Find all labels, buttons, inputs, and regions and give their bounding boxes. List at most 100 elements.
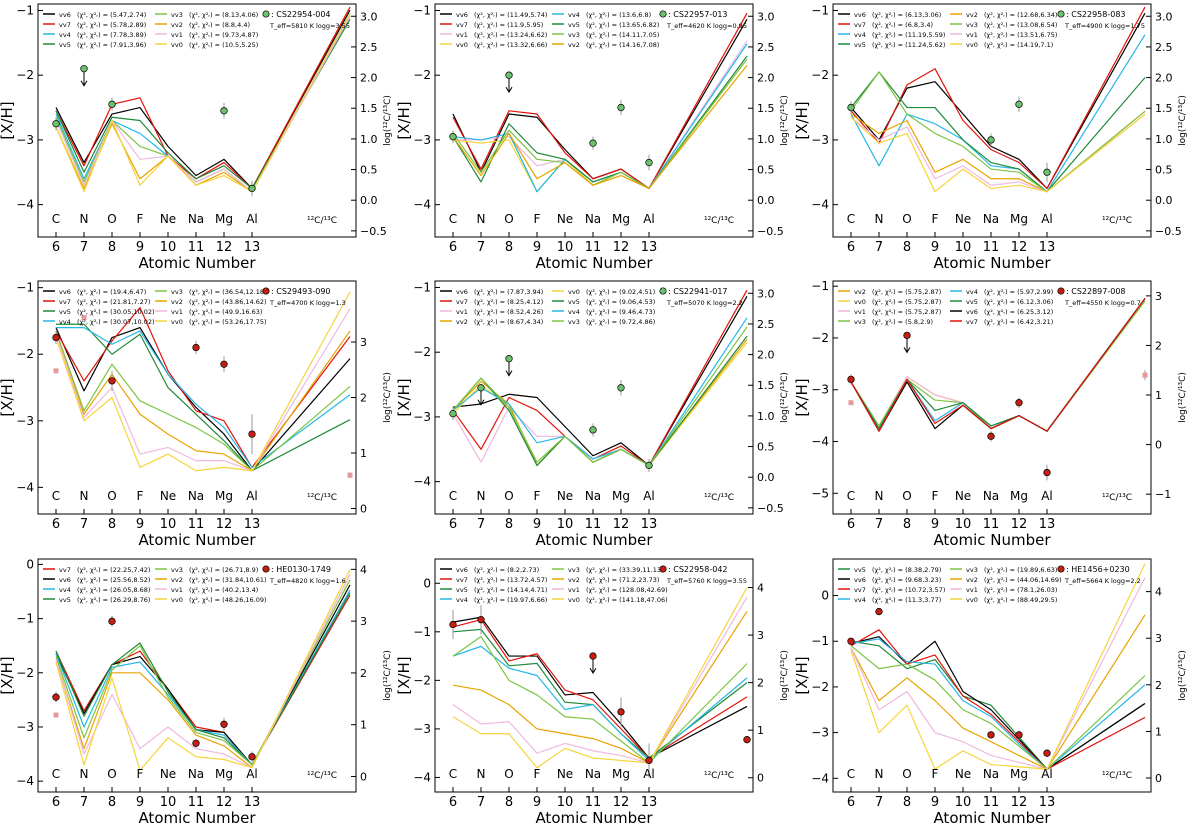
- y-axis-label: [X/H]: [395, 101, 413, 139]
- y-right-tick-label: 1: [360, 719, 367, 732]
- star-logg: logg=0.7: [1111, 299, 1141, 307]
- y-right-tick-label: 1.0: [360, 133, 378, 146]
- legend-chi-vv6: (χ², χ²ᵣ) = (9.68,3.23): [872, 576, 941, 584]
- legend-name-vv1: vv1: [456, 31, 468, 39]
- x-tick-label: 6: [52, 795, 60, 810]
- y-right-tick-label: 1.0: [757, 410, 775, 423]
- element-label: Al: [1041, 212, 1053, 226]
- y-tick-label: −3: [413, 133, 431, 147]
- legend-name-vv4: vv4: [456, 596, 468, 604]
- element-label: F: [932, 212, 939, 226]
- y-tick-label: −3: [811, 726, 829, 740]
- element-label: F: [932, 767, 939, 781]
- y-right-tick-label: 0: [1155, 439, 1162, 452]
- x-tick-label: 10: [955, 517, 972, 532]
- series-line-vv4: [56, 327, 351, 468]
- legend-name-vv6: vv6: [456, 11, 468, 19]
- star-teff: T_eff=4820 K: [269, 577, 315, 585]
- legend-chi-vv3: (χ², χ²ᵣ) = (5.8,2.9): [872, 318, 933, 326]
- x-tick-label: 11: [188, 517, 205, 532]
- legend-chi-vv7: (χ², χ²ᵣ) = (6.42,3.21): [984, 318, 1053, 326]
- y-axis-label: [X/H]: [0, 101, 16, 139]
- x-tick-label: 11: [188, 240, 205, 255]
- observed-point: [617, 384, 625, 392]
- element-label: N: [477, 767, 486, 781]
- legend-chi-vv5: (χ², χ²ᵣ) = (26.29,8.76): [77, 596, 150, 604]
- star-marker: [659, 565, 667, 573]
- legend-chi-vv2: (χ², χ²ᵣ) = (12.68,6.34): [984, 11, 1057, 19]
- star-marker: [1057, 565, 1065, 573]
- y-right-tick-label: −0.5: [757, 225, 784, 238]
- legend-chi-vv2: (χ², χ²ᵣ) = (71.2,23.73): [586, 576, 659, 584]
- x-tick-label: 7: [80, 795, 88, 810]
- element-label: Al: [643, 212, 655, 226]
- y-tick-label: −2: [811, 331, 829, 345]
- y-right-tick-label: 2: [360, 667, 367, 680]
- y-tick-label: 0: [821, 589, 829, 603]
- series-line-vv0: [55, 569, 351, 771]
- y-tick-label: −4: [16, 774, 34, 788]
- x-tick-label: 7: [875, 795, 883, 810]
- legend-chi-vv6: (χ², χ²ᵣ) = (11.49,5.74): [474, 11, 547, 19]
- element-label: Al: [643, 489, 655, 503]
- y-right-tick-label: 2: [757, 677, 764, 690]
- y-tick-label: −1: [811, 3, 829, 17]
- plot-frame: [434, 3, 754, 238]
- legend-name-vv5: vv5: [59, 41, 71, 49]
- legend-chi-vv1: (χ², χ²ᵣ) = (8.52,4.26): [474, 308, 543, 316]
- y-tick-label: −2: [811, 680, 829, 694]
- x-tick-label: 8: [108, 240, 116, 255]
- y-tick-label: −2: [413, 345, 431, 359]
- legend-chi-vv0: (χ², χ²ᵣ) = (48.26,16.09): [189, 596, 267, 604]
- legend-chi-vv6: (χ², χ²ᵣ) = (5.47,2.74): [77, 11, 146, 19]
- x-tick-label: 7: [80, 240, 88, 255]
- x-tick-label: 8: [505, 240, 513, 255]
- series-line-vv7: [850, 297, 1146, 432]
- legend-name-vv1: vv1: [966, 586, 978, 594]
- series-line-vv2: [452, 338, 748, 467]
- y-right-tick-label: 4: [1155, 586, 1162, 599]
- y-right-tick-label: 1.5: [757, 102, 775, 115]
- legend-name-vv2: vv2: [171, 298, 183, 306]
- y-right-tick-label: 0.5: [1155, 164, 1173, 177]
- y-tick-label: −1: [413, 3, 431, 17]
- observed-point: [449, 133, 457, 141]
- x-tick-label: 12: [1011, 517, 1028, 532]
- x-tick-label: 12: [1011, 240, 1028, 255]
- series-line-vv1: [452, 335, 748, 467]
- legend-chi-vv6: (χ², χ²ᵣ) = (8.2,2.73): [474, 566, 539, 574]
- y-right-tick-label: 1.5: [1155, 102, 1173, 115]
- y-tick-label: 0: [423, 576, 431, 590]
- x-tick-label: 13: [244, 517, 261, 532]
- observed-point: [52, 333, 60, 342]
- element-label: Al: [1041, 489, 1053, 503]
- series-line-vv5: [850, 640, 1146, 770]
- x-tick-label: 9: [136, 795, 144, 810]
- x-tick-label: 13: [641, 795, 658, 810]
- legend-chi-vv5: (χ², χ²ᵣ) = (11.24,5.62): [872, 41, 945, 49]
- legend-chi-vv4: (χ², χ²ᵣ) = (11.19,5.59): [872, 31, 945, 39]
- element-label: Na: [983, 489, 999, 503]
- y-right-tick-label: −0.5: [360, 225, 387, 238]
- series-line-vv7: [452, 289, 748, 467]
- y-right-tick-label: 0.0: [360, 194, 378, 207]
- observed-point: [248, 184, 256, 193]
- legend-chi-vv0: (χ², χ²ᵣ) = (53.26,17.75): [189, 318, 267, 326]
- element-label: Ne: [557, 212, 573, 226]
- legend-chi-vv1: (χ², χ²ᵣ) = (9.73,4.87): [189, 31, 258, 39]
- y-right-tick-label: 4: [757, 582, 764, 595]
- x-tick-label: 10: [160, 795, 177, 810]
- legend-name-vv4: vv4: [59, 586, 71, 594]
- observed-point: [449, 620, 457, 629]
- legend-chi-vv3: (χ², χ²ᵣ) = (9.72,4.86): [586, 318, 655, 326]
- element-label: C: [52, 212, 60, 226]
- legend-name-vv7: vv7: [966, 318, 978, 326]
- legend-name-vv3: vv3: [854, 318, 866, 326]
- legend-chi-vv3: (χ², χ²ᵣ) = (13.08,6.54): [984, 21, 1057, 29]
- series-line-vv3: [452, 326, 748, 467]
- observed-point: [617, 708, 625, 716]
- x-tick-label: 13: [641, 517, 658, 532]
- element-label: N: [477, 489, 486, 503]
- star-name: : CS22958-042: [668, 565, 728, 574]
- x-axis-label: Atomic Number: [535, 254, 653, 272]
